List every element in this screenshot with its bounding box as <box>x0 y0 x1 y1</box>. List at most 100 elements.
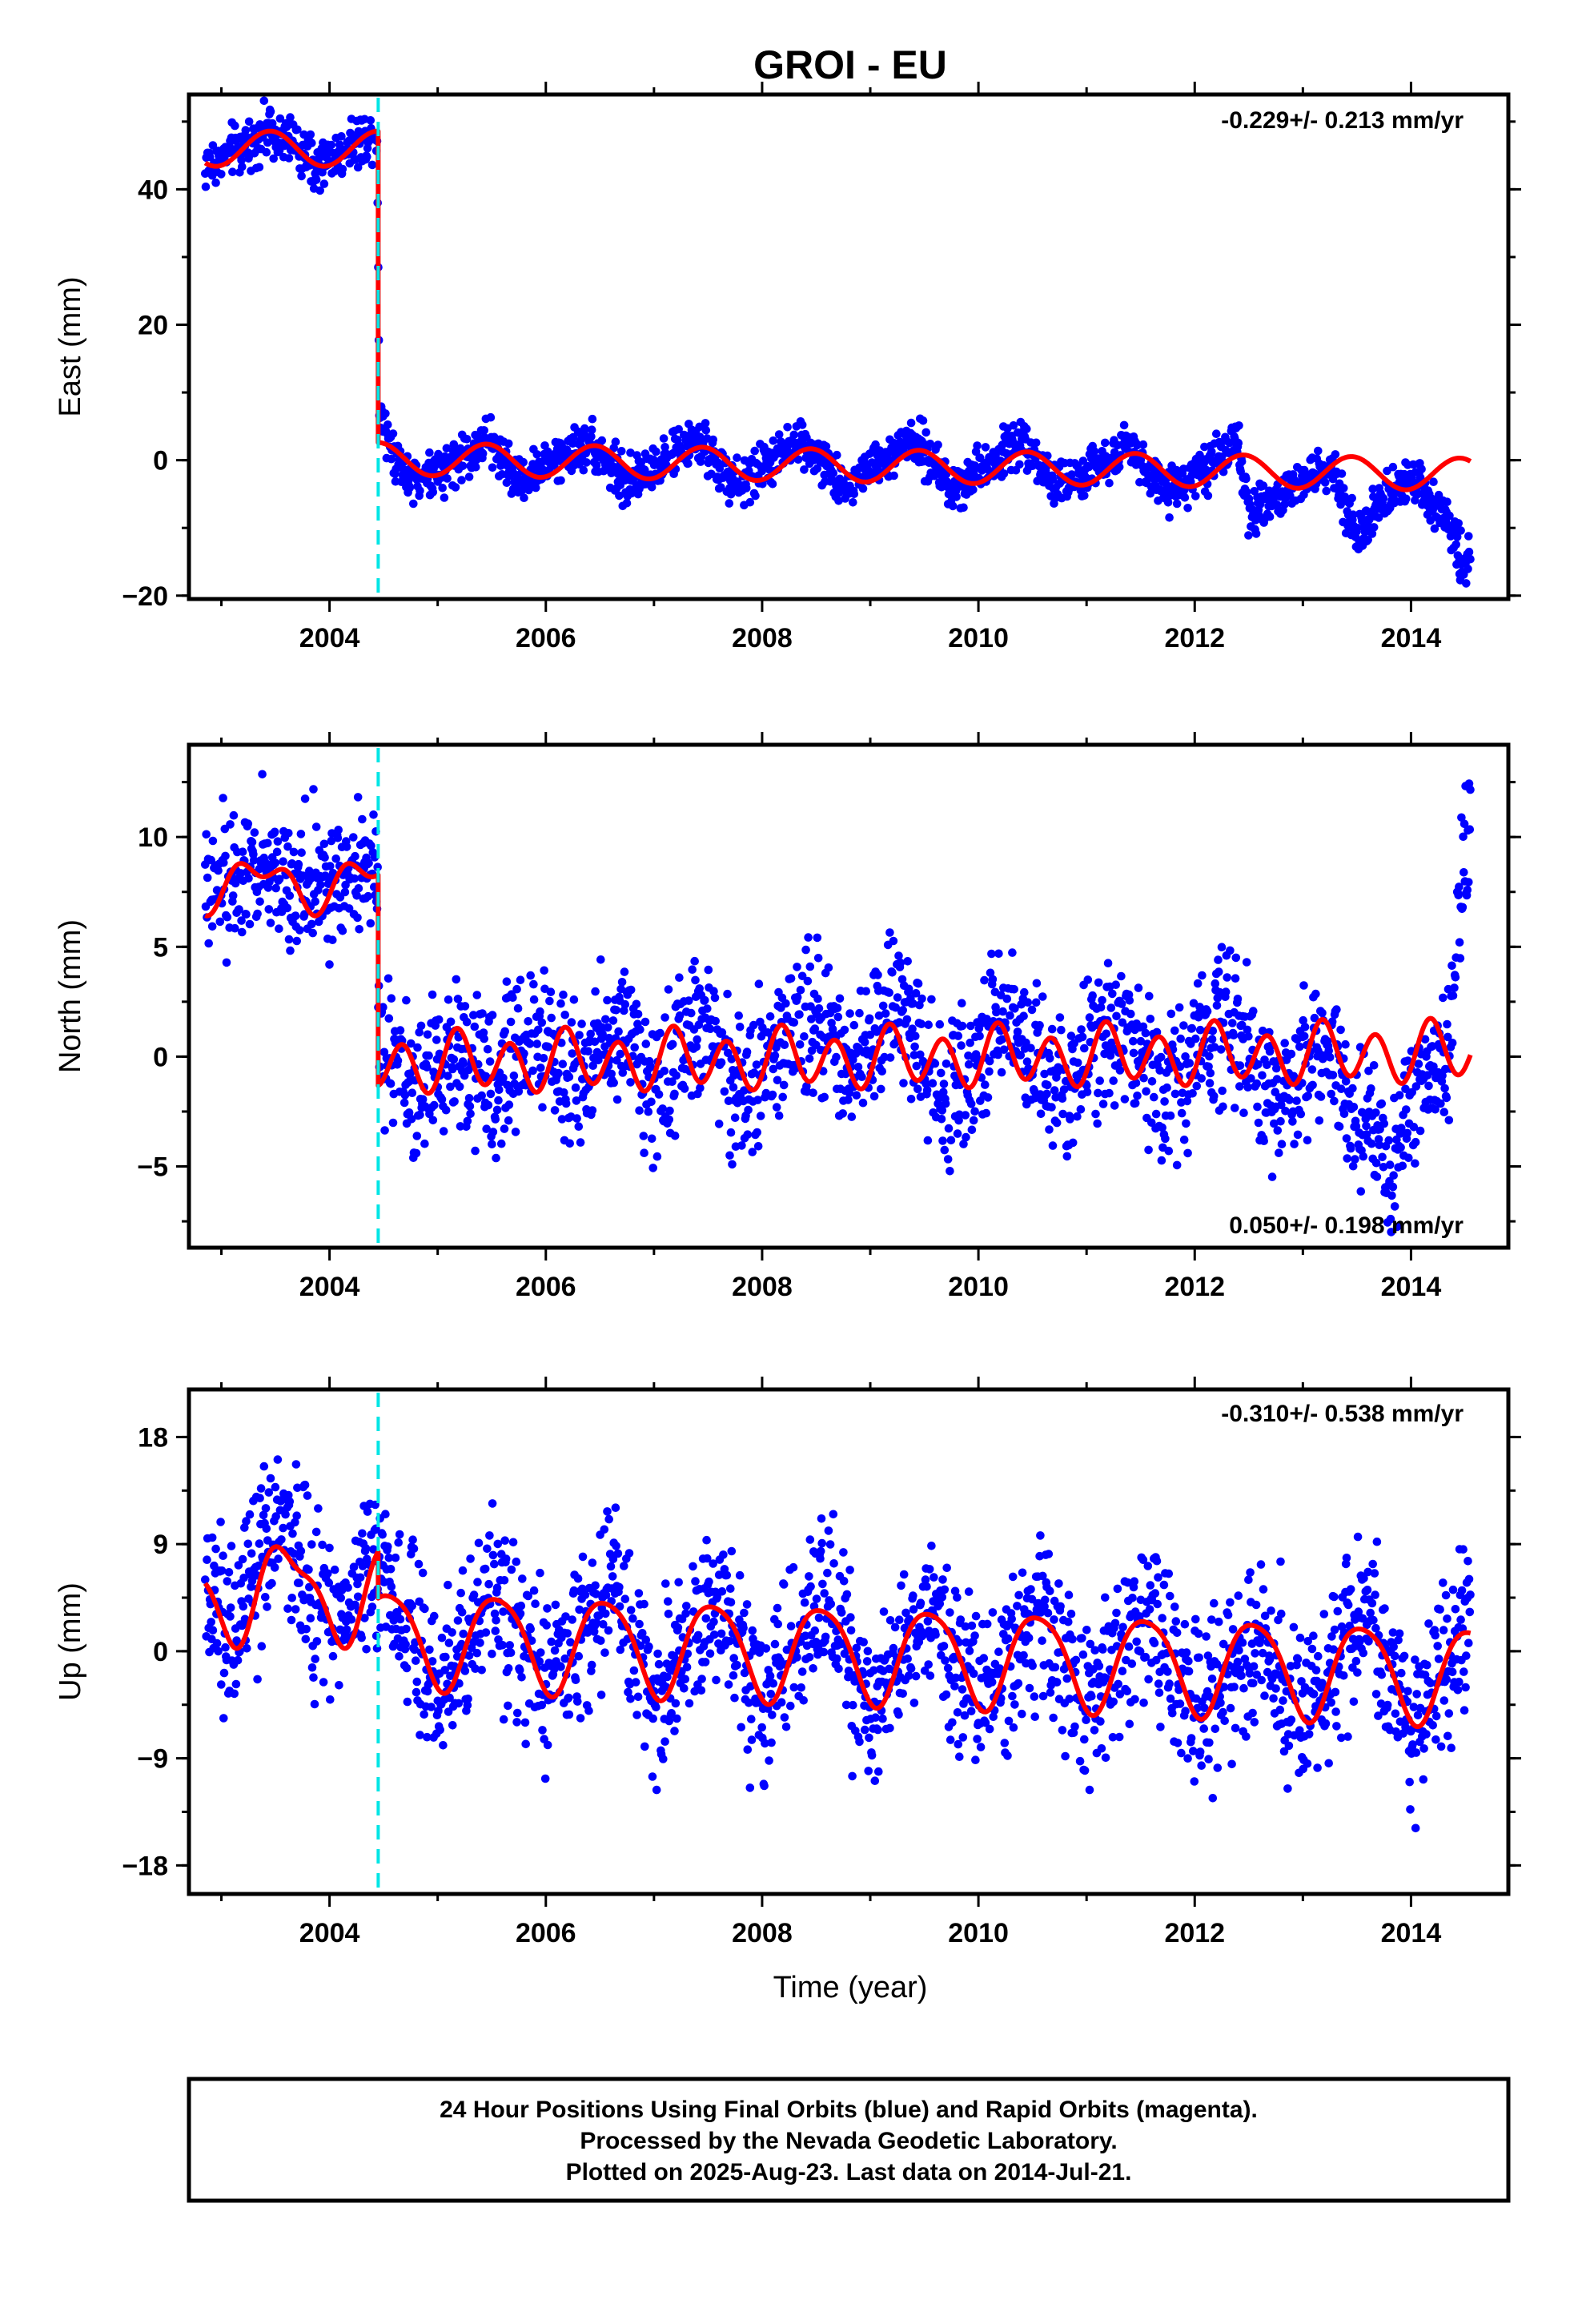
data-point <box>244 874 253 883</box>
data-point <box>1082 1088 1092 1096</box>
data-point <box>860 1037 869 1047</box>
data-point <box>753 1128 761 1137</box>
data-point <box>690 1687 699 1696</box>
data-point <box>664 1597 673 1606</box>
data-point <box>381 1510 390 1518</box>
data-point <box>558 1059 568 1068</box>
data-point <box>1068 1138 1078 1148</box>
data-point <box>1013 1027 1022 1036</box>
data-point <box>344 904 354 913</box>
data-point <box>1458 903 1468 912</box>
data-point <box>240 1523 249 1532</box>
data-point <box>256 1484 266 1493</box>
data-point <box>1463 886 1472 895</box>
data-point <box>728 1160 737 1169</box>
data-point <box>217 170 226 179</box>
data-point <box>1466 785 1475 794</box>
data-point <box>352 891 362 900</box>
data-point <box>982 1015 991 1023</box>
data-point <box>885 928 894 937</box>
data-point <box>299 871 308 880</box>
data-point <box>556 1663 565 1671</box>
data-point <box>1330 1096 1339 1106</box>
data-point <box>269 154 279 163</box>
data-point <box>735 1023 745 1031</box>
data-point <box>1455 938 1464 947</box>
data-point <box>1451 973 1460 982</box>
data-point <box>1452 533 1462 541</box>
data-point <box>997 1068 1006 1077</box>
y-tick-label: 5 <box>153 932 168 963</box>
data-point <box>1016 1051 1026 1059</box>
data-point <box>1147 1077 1157 1086</box>
data-point <box>416 1731 424 1739</box>
data-point <box>674 424 683 434</box>
data-point <box>1445 511 1454 521</box>
data-point <box>1277 1140 1287 1148</box>
data-point <box>954 1031 963 1040</box>
data-point <box>766 1690 776 1699</box>
data-point <box>1038 992 1047 1001</box>
y-tick-label: 40 <box>138 175 168 205</box>
data-point <box>779 1080 789 1090</box>
data-point <box>1219 1102 1227 1112</box>
data-point <box>330 1565 339 1574</box>
data-point <box>729 1083 738 1092</box>
data-point <box>633 1010 643 1019</box>
data-point <box>363 152 371 162</box>
data-point <box>1464 547 1474 557</box>
data-point <box>1258 1071 1267 1080</box>
data-point <box>1207 447 1216 456</box>
x-tick-label: 2008 <box>732 1272 793 1302</box>
data-point <box>261 1593 270 1602</box>
data-point <box>262 147 271 157</box>
data-point <box>535 1657 544 1666</box>
data-point <box>568 1049 576 1058</box>
data-point <box>580 1590 590 1599</box>
data-point <box>592 1618 601 1627</box>
data-point <box>1214 955 1223 964</box>
data-point <box>328 935 337 944</box>
data-point <box>486 1089 496 1099</box>
data-point <box>355 1573 365 1582</box>
data-point <box>1046 1054 1054 1063</box>
data-point <box>1397 1124 1406 1132</box>
data-point <box>463 1701 472 1710</box>
data-point <box>572 1096 581 1105</box>
data-point <box>685 996 693 1005</box>
data-point <box>740 1668 749 1678</box>
data-point <box>302 1624 311 1634</box>
data-point <box>615 491 624 501</box>
data-point <box>631 1678 640 1687</box>
data-point <box>238 847 247 856</box>
data-point <box>1002 994 1012 1003</box>
data-point <box>944 1124 954 1133</box>
data-point <box>1027 1005 1037 1015</box>
data-point <box>1195 450 1204 460</box>
data-point <box>319 179 329 188</box>
data-point <box>1180 493 1190 502</box>
data-point <box>899 1079 908 1088</box>
data-point <box>307 919 316 929</box>
data-point <box>1042 1089 1051 1099</box>
data-point <box>1272 1075 1282 1084</box>
data-point <box>466 1554 475 1563</box>
data-point <box>1163 498 1173 507</box>
data-point <box>1191 1034 1200 1043</box>
data-point <box>1322 486 1331 496</box>
x-tick-label: 2010 <box>948 1272 1009 1302</box>
data-point <box>492 1583 502 1592</box>
data-point <box>207 1533 217 1542</box>
data-point <box>1389 1171 1398 1180</box>
data-point <box>1181 1052 1190 1061</box>
data-point <box>508 1538 518 1547</box>
data-point <box>363 891 373 901</box>
data-point <box>1076 1105 1086 1114</box>
data-point <box>241 126 251 135</box>
data-point <box>891 1003 901 1012</box>
data-point <box>1402 1105 1411 1114</box>
data-point <box>272 847 282 857</box>
data-point <box>1277 1100 1286 1110</box>
data-point <box>1195 1003 1204 1011</box>
data-point <box>756 1112 765 1120</box>
